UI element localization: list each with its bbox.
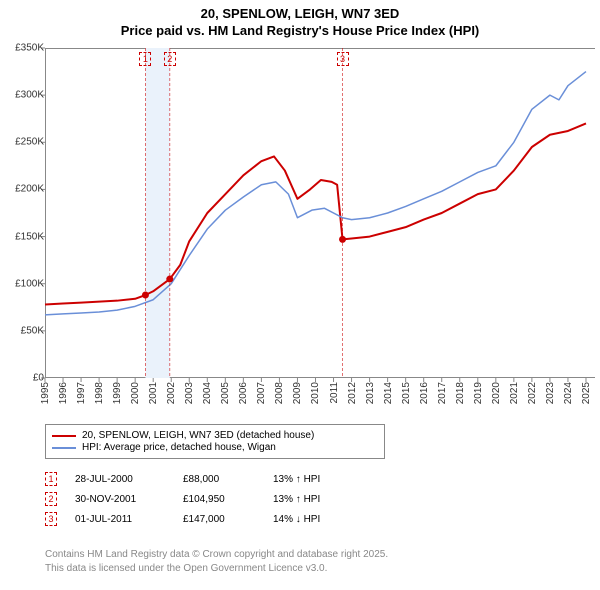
sale-marker-1: 1 — [139, 52, 151, 66]
y-tick-label: £150K — [15, 231, 44, 242]
y-tick-label: £200K — [15, 184, 44, 195]
event-price: £88,000 — [183, 474, 255, 485]
x-tick-label: 2010 — [310, 382, 321, 404]
x-tick-label: 2006 — [238, 382, 249, 404]
attribution-footer: Contains HM Land Registry data © Crown c… — [45, 548, 388, 575]
legend-item: HPI: Average price, detached house, Wiga… — [52, 442, 378, 453]
x-tick-label: 2021 — [509, 382, 520, 404]
x-tick-label: 2005 — [220, 382, 231, 404]
x-tick-label: 2022 — [527, 382, 538, 404]
x-tick-label: 1996 — [58, 382, 69, 404]
y-tick-label: £300K — [15, 90, 44, 101]
x-tick-label: 2018 — [455, 382, 466, 404]
x-tick-label: 2002 — [166, 382, 177, 404]
sale-marker-2: 2 — [164, 52, 176, 66]
y-tick-label: £250K — [15, 137, 44, 148]
x-tick-label: 2015 — [401, 382, 412, 404]
x-tick-label: 2016 — [419, 382, 430, 404]
legend-swatch — [52, 435, 76, 437]
event-date: 30-NOV-2001 — [75, 494, 165, 505]
x-tick-label: 2000 — [130, 382, 141, 404]
event-delta: 13% ↑ HPI — [273, 474, 353, 485]
x-tick-label: 2003 — [184, 382, 195, 404]
x-tick-label: 1998 — [94, 382, 105, 404]
x-tick-label: 2023 — [545, 382, 556, 404]
event-marker-box: 2 — [45, 492, 57, 506]
legend-swatch — [52, 447, 76, 449]
legend: 20, SPENLOW, LEIGH, WN7 3ED (detached ho… — [45, 424, 385, 459]
x-tick-label: 2007 — [256, 382, 267, 404]
x-tick-label: 2019 — [473, 382, 484, 404]
event-date: 28-JUL-2000 — [75, 474, 165, 485]
footer-line-2: This data is licensed under the Open Gov… — [45, 562, 388, 576]
x-tick-label: 2020 — [491, 382, 502, 404]
event-marker-box: 3 — [45, 512, 57, 526]
event-date: 01-JUL-2011 — [75, 514, 165, 525]
footer-line-1: Contains HM Land Registry data © Crown c… — [45, 548, 388, 562]
x-tick-label: 1995 — [40, 382, 51, 404]
x-tick-label: 2013 — [365, 382, 376, 404]
sale-marker-3: 3 — [337, 52, 349, 66]
event-marker-box: 1 — [45, 472, 57, 486]
x-tick-label: 2009 — [292, 382, 303, 404]
event-delta: 14% ↓ HPI — [273, 514, 353, 525]
x-tick-label: 2008 — [274, 382, 285, 404]
legend-item: 20, SPENLOW, LEIGH, WN7 3ED (detached ho… — [52, 430, 378, 441]
x-tick-label: 2004 — [202, 382, 213, 404]
y-tick-label: £50K — [21, 325, 44, 336]
x-tick-label: 2017 — [437, 382, 448, 404]
event-price: £147,000 — [183, 514, 255, 525]
legend-label: 20, SPENLOW, LEIGH, WN7 3ED (detached ho… — [82, 430, 314, 441]
x-tick-label: 2012 — [347, 382, 358, 404]
x-tick-label: 2014 — [383, 382, 394, 404]
x-tick-label: 2001 — [148, 382, 159, 404]
y-tick-label: £100K — [15, 278, 44, 289]
event-price: £104,950 — [183, 494, 255, 505]
sale-events-table: 1 28-JUL-2000 £88,000 13% ↑ HPI 2 30-NOV-2001… — [45, 466, 353, 532]
chart-container: 20, SPENLOW, LEIGH, WN7 3ED Price paid v… — [0, 0, 600, 590]
x-tick-label: 1999 — [112, 382, 123, 404]
x-tick-label: 2011 — [329, 382, 340, 404]
y-tick-label: £350K — [15, 43, 44, 54]
x-tick-label: 1997 — [76, 382, 87, 404]
x-tick-label: 2025 — [581, 382, 592, 404]
event-row: 2 30-NOV-2001 £104,950 13% ↑ HPI — [45, 492, 353, 506]
legend-label: HPI: Average price, detached house, Wiga… — [82, 442, 276, 453]
event-delta: 13% ↑ HPI — [273, 494, 353, 505]
x-tick-label: 2024 — [563, 382, 574, 404]
event-row: 1 28-JUL-2000 £88,000 13% ↑ HPI — [45, 472, 353, 486]
event-row: 3 01-JUL-2011 £147,000 14% ↓ HPI — [45, 512, 353, 526]
